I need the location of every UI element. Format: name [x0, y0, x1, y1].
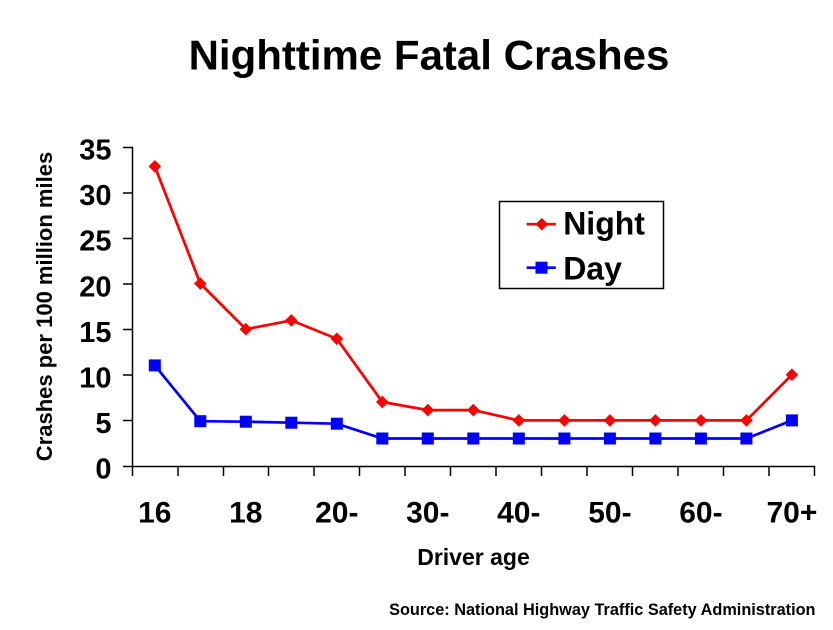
svg-text:5: 5 [95, 408, 111, 440]
svg-text:25: 25 [79, 226, 111, 258]
svg-text:20-: 20- [315, 496, 358, 529]
svg-text:Source: National Highway Traff: Source: National Highway Traffic Safety … [389, 601, 815, 619]
svg-text:Day: Day [563, 250, 622, 286]
svg-text:50-: 50- [588, 496, 631, 529]
svg-text:30: 30 [79, 180, 111, 212]
svg-text:35: 35 [79, 135, 111, 167]
svg-text:15: 15 [79, 317, 111, 349]
svg-text:20: 20 [79, 271, 111, 303]
svg-text:Driver age: Driver age [417, 544, 530, 570]
svg-text:40-: 40- [497, 496, 540, 529]
svg-text:Crashes per 100 million miles: Crashes per 100 million miles [32, 152, 57, 461]
svg-text:0: 0 [95, 453, 111, 485]
svg-text:Nighttime Fatal Crashes: Nighttime Fatal Crashes [189, 32, 670, 79]
svg-text:16: 16 [138, 496, 171, 529]
svg-text:Night: Night [563, 205, 645, 241]
svg-text:70+: 70+ [766, 496, 817, 529]
svg-text:30-: 30- [406, 496, 449, 529]
svg-text:10: 10 [79, 362, 111, 394]
svg-text:60-: 60- [679, 496, 722, 529]
svg-text:18: 18 [229, 496, 262, 529]
